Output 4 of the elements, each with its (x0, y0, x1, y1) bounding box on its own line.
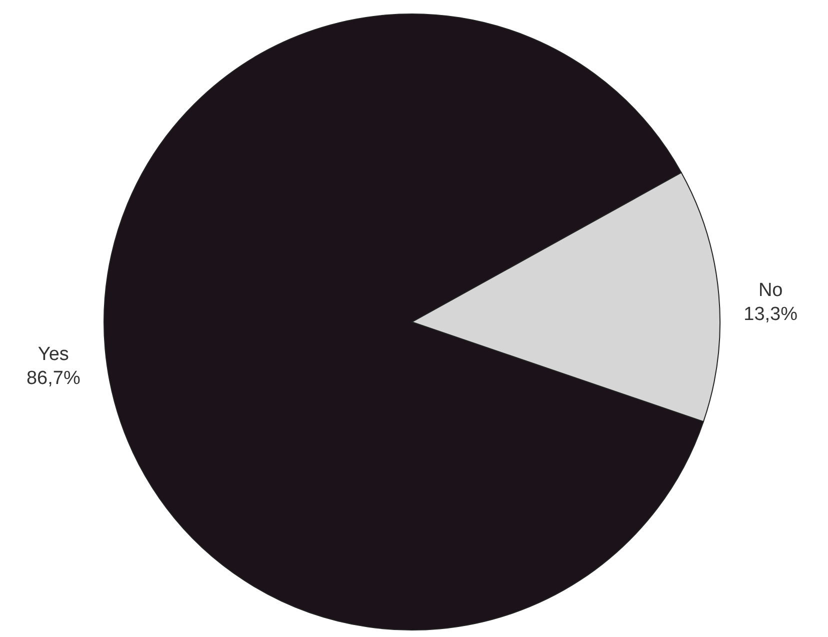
data-label: 13,3% (744, 304, 798, 326)
data-label: 86,7% (26, 368, 80, 389)
slice-label: Yes (38, 344, 69, 365)
slice-label: No (758, 280, 783, 302)
